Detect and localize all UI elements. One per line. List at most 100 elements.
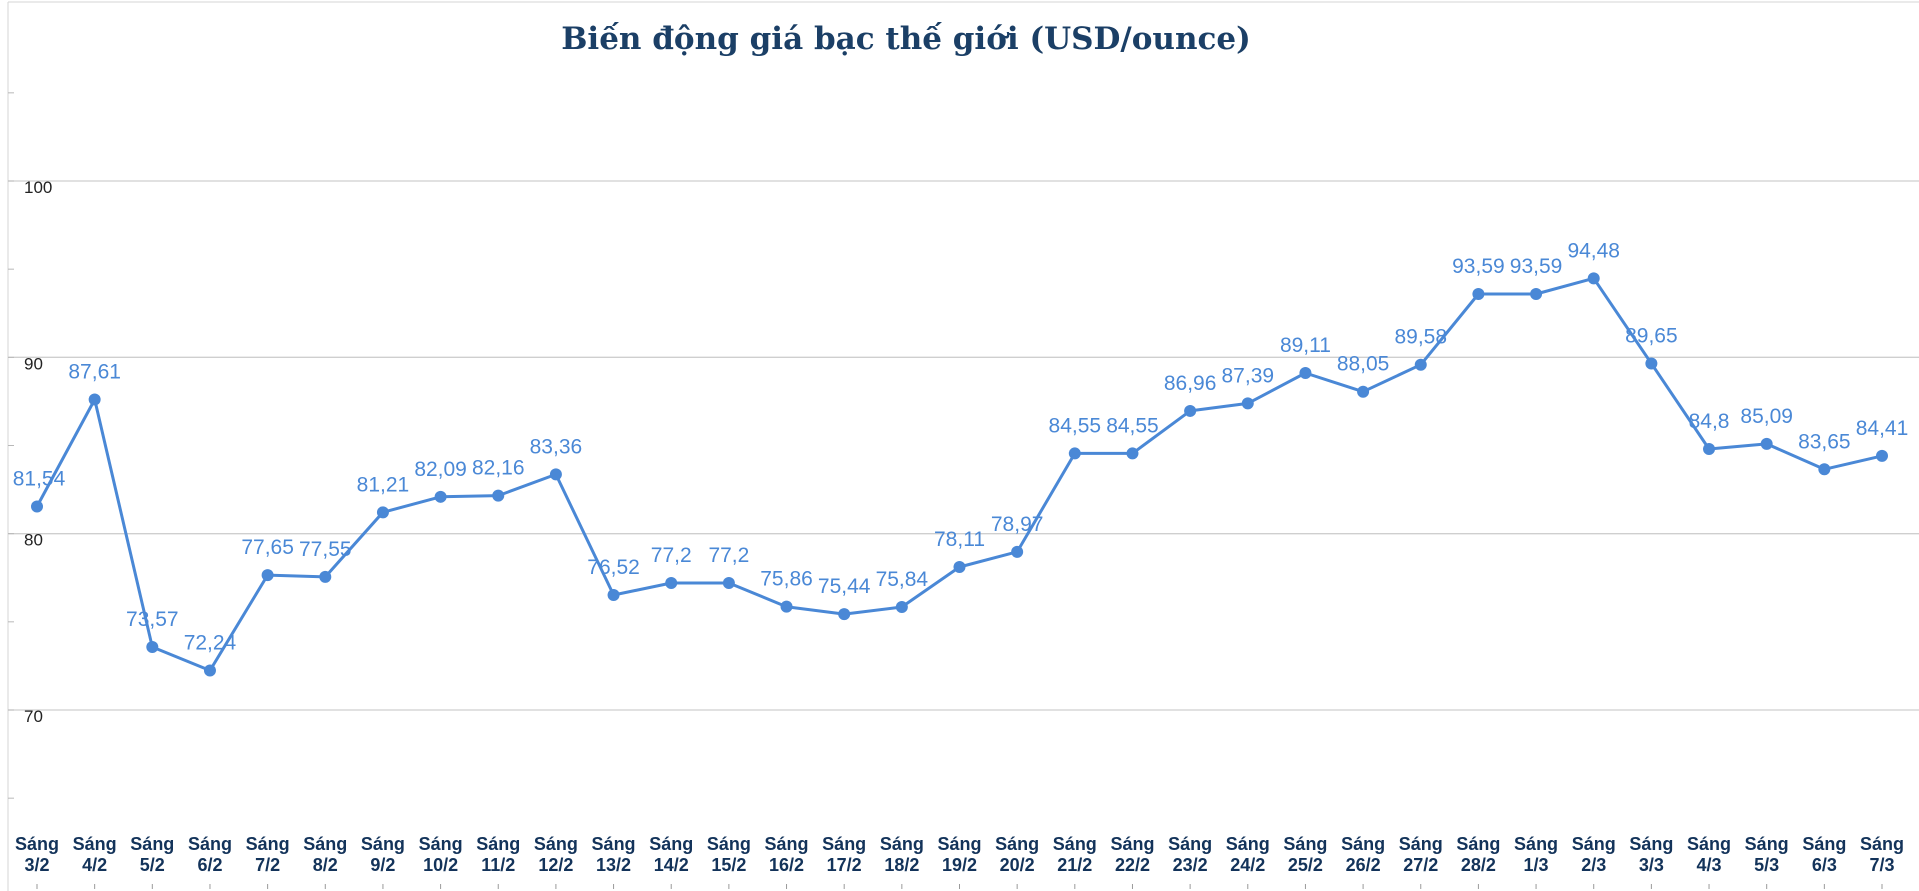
x-axis-labels: Sáng3/2Sáng4/2Sáng5/2Sáng6/2Sáng7/2Sáng8… xyxy=(15,834,1904,889)
x-tick-label-prefix: Sáng xyxy=(937,834,981,854)
x-tick-label-date: 13/2 xyxy=(596,855,631,875)
y-tick-label: 90 xyxy=(24,354,43,373)
x-tick-label-prefix: Sáng xyxy=(707,834,751,854)
x-tick-label-date: 24/2 xyxy=(1230,855,1265,875)
data-label: 93,59 xyxy=(1510,255,1563,278)
data-point xyxy=(1068,447,1081,460)
x-tick-label-date: 1/3 xyxy=(1524,855,1549,875)
data-label: 94,48 xyxy=(1567,239,1620,262)
y-tick-label: 80 xyxy=(24,531,43,550)
data-point xyxy=(376,506,389,519)
x-tick-label-date: 22/2 xyxy=(1115,855,1150,875)
x-tick-label-date: 21/2 xyxy=(1057,855,1092,875)
x-tick-label-date: 25/2 xyxy=(1288,855,1323,875)
data-label: 83,36 xyxy=(530,435,583,458)
data-point xyxy=(1126,447,1139,460)
x-tick-label-prefix: Sáng xyxy=(476,834,520,854)
x-tick-label-date: 6/2 xyxy=(197,855,222,875)
data-point xyxy=(1414,358,1427,371)
y-tick-label: 100 xyxy=(24,178,52,197)
x-tick-label-date: 7/2 xyxy=(255,855,280,875)
x-tick-label-date: 23/2 xyxy=(1173,855,1208,875)
data-label: 85,09 xyxy=(1740,405,1793,428)
data-label: 77,2 xyxy=(651,544,692,567)
data-point xyxy=(1241,397,1254,410)
data-point xyxy=(1299,367,1312,380)
data-point xyxy=(261,569,274,582)
x-tick-label-prefix: Sáng xyxy=(1399,834,1443,854)
data-point xyxy=(31,500,43,513)
x-tick-label-date: 14/2 xyxy=(654,855,689,875)
x-tick-label-date: 28/2 xyxy=(1461,855,1496,875)
x-tick-label-date: 8/2 xyxy=(313,855,338,875)
data-point xyxy=(1472,288,1485,301)
x-tick-label-date: 15/2 xyxy=(711,855,746,875)
data-label: 81,54 xyxy=(13,468,66,491)
data-label: 81,21 xyxy=(357,473,410,496)
x-tick-label-date: 11/2 xyxy=(481,855,515,875)
x-tick-label-date: 3/3 xyxy=(1639,855,1664,875)
data-label: 83,65 xyxy=(1798,430,1851,453)
x-tick-label-date: 27/2 xyxy=(1403,855,1438,875)
data-point xyxy=(780,600,793,613)
x-tick-label-date: 7/3 xyxy=(1869,855,1894,875)
chart-title: Biến động giá bạc thế giới (USD/ounce) xyxy=(561,20,1251,57)
data-label: 88,05 xyxy=(1337,353,1390,376)
data-point xyxy=(1876,449,1888,462)
x-tick-label-prefix: Sáng xyxy=(1687,834,1731,854)
x-tick-label-prefix: Sáng xyxy=(73,834,117,854)
data-point xyxy=(1645,357,1658,370)
data-point xyxy=(895,601,908,614)
x-tick-label-prefix: Sáng xyxy=(246,834,290,854)
data-label: 78,11 xyxy=(934,528,985,551)
data-point xyxy=(607,589,620,602)
x-tick-label-date: 4/3 xyxy=(1697,855,1722,875)
gridlines xyxy=(8,180,1919,711)
data-point xyxy=(953,560,966,573)
data-label: 78,97 xyxy=(991,513,1044,536)
x-tick-label-date: 10/2 xyxy=(423,855,458,875)
x-tick-label-prefix: Sáng xyxy=(592,834,636,854)
x-tick-label-date: 4/2 xyxy=(82,855,107,875)
x-tick-label-date: 19/2 xyxy=(942,855,977,875)
data-label: 89,11 xyxy=(1280,334,1331,357)
data-label: 72,24 xyxy=(184,632,237,655)
data-label: 89,65 xyxy=(1625,325,1678,348)
data-label: 87,61 xyxy=(68,360,121,383)
x-tick-label-prefix: Sáng xyxy=(130,834,174,854)
x-tick-label-prefix: Sáng xyxy=(1629,834,1673,854)
data-label: 84,55 xyxy=(1049,414,1102,437)
x-tick-label-prefix: Sáng xyxy=(1168,834,1212,854)
y-tick-label: 70 xyxy=(24,707,43,726)
data-point xyxy=(1530,288,1543,301)
x-tick-label-prefix: Sáng xyxy=(1456,834,1500,854)
data-label: 75,44 xyxy=(818,575,871,598)
x-tick-label-prefix: Sáng xyxy=(995,834,1039,854)
x-tick-label-prefix: Sáng xyxy=(649,834,693,854)
data-point xyxy=(838,608,851,621)
x-tick-label-date: 17/2 xyxy=(827,855,862,875)
x-tick-label-date: 3/2 xyxy=(24,855,49,875)
x-tick-label-date: 16/2 xyxy=(769,855,804,875)
data-label: 84,8 xyxy=(1689,410,1730,433)
data-point xyxy=(88,393,101,406)
data-points xyxy=(31,272,1888,677)
x-tick-label-date: 20/2 xyxy=(1000,855,1035,875)
data-point xyxy=(722,577,735,590)
data-point xyxy=(1703,443,1716,456)
x-tick-label-prefix: Sáng xyxy=(188,834,232,854)
data-point xyxy=(1587,272,1600,285)
x-tick-label-prefix: Sáng xyxy=(1860,834,1904,854)
data-label: 82,16 xyxy=(472,457,525,480)
x-tick-label-prefix: Sáng xyxy=(419,834,463,854)
data-point xyxy=(1357,385,1370,398)
x-tick-label-prefix: Sáng xyxy=(534,834,578,854)
x-tick-label-prefix: Sáng xyxy=(15,834,59,854)
data-label: 77,55 xyxy=(299,538,352,561)
x-tick-label-prefix: Sáng xyxy=(765,834,809,854)
data-point xyxy=(146,641,159,654)
x-tick-label-date: 18/2 xyxy=(884,855,919,875)
